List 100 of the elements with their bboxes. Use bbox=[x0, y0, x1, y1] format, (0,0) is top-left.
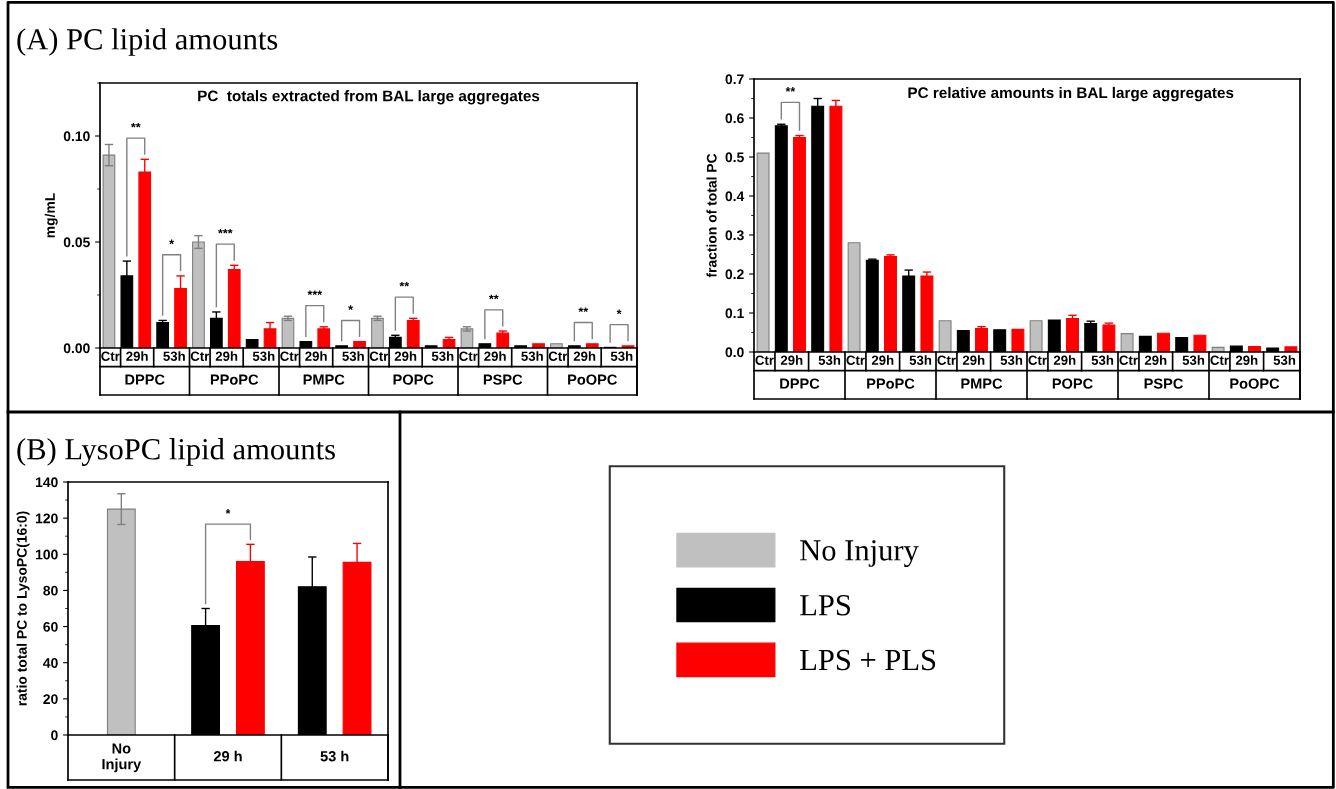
bar bbox=[1120, 333, 1134, 352]
annotation: ** bbox=[130, 122, 141, 128]
text: 53h bbox=[521, 351, 543, 361]
annotation: ** bbox=[578, 307, 589, 313]
text: 29h bbox=[394, 351, 417, 361]
text: 53h bbox=[342, 351, 364, 361]
y-axis-title: ratio total PC to LysoPC(16:0) bbox=[16, 511, 30, 706]
text: Ctr bbox=[1028, 355, 1047, 365]
annotation: * bbox=[169, 239, 175, 245]
x-tick-label: PSPC bbox=[483, 374, 523, 385]
bar bbox=[1157, 332, 1170, 352]
annotation: * bbox=[225, 509, 231, 514]
annotation: *** bbox=[307, 290, 323, 296]
y-axis-title: mg/mL bbox=[44, 193, 58, 238]
legend-label: LPS + PLS bbox=[800, 649, 936, 671]
text: Ctr bbox=[846, 355, 865, 365]
x-tick-label: PPoPC bbox=[867, 378, 915, 389]
y-tick-label: 140 bbox=[35, 477, 58, 488]
x-tick-label: DPPC bbox=[125, 374, 165, 385]
y-tick-label: 0.2 bbox=[725, 269, 744, 280]
legend-label: LPS bbox=[800, 595, 850, 616]
y-tick-label: 0 bbox=[51, 730, 58, 741]
text: 53h bbox=[818, 355, 841, 365]
chart-subtitle: (A) PC lipid amounts bbox=[17, 28, 278, 56]
annotation: ** bbox=[785, 87, 796, 92]
y-tick-label: 20 bbox=[43, 694, 58, 705]
text: 53h bbox=[1000, 355, 1023, 365]
text: 29h bbox=[126, 351, 148, 361]
y-tick-label: 0.5 bbox=[725, 152, 744, 163]
text: 53h bbox=[909, 355, 932, 365]
bar bbox=[353, 341, 366, 348]
x-tick-label: PMPC bbox=[961, 378, 1003, 389]
bar bbox=[317, 328, 331, 348]
x-tick-label: DPPC bbox=[780, 378, 820, 389]
text: 29h bbox=[1053, 355, 1076, 365]
bar bbox=[847, 242, 861, 352]
text: 53h bbox=[431, 351, 454, 361]
y-tick-label: 40 bbox=[43, 658, 58, 668]
y-tick-label: 0.7 bbox=[725, 74, 744, 85]
y-tick-label: 0.3 bbox=[725, 230, 744, 241]
bar bbox=[793, 136, 806, 352]
text: 53h bbox=[1273, 355, 1296, 365]
bar bbox=[371, 317, 384, 348]
y-tick-label: 0.05 bbox=[63, 237, 90, 248]
chart-title: (B) LysoPC lipid amounts bbox=[17, 438, 335, 466]
bar bbox=[496, 332, 510, 348]
text: 29h bbox=[780, 355, 803, 365]
x-tick-label: 29 h bbox=[213, 750, 242, 762]
text: 29h bbox=[484, 351, 506, 361]
text: Ctr bbox=[937, 355, 956, 365]
bar bbox=[1011, 328, 1025, 352]
text: 29h bbox=[573, 351, 596, 361]
y-tick-label: 80 bbox=[43, 585, 58, 596]
text: Ctr bbox=[755, 355, 774, 365]
text: Ctr bbox=[101, 351, 120, 361]
annotation: ** bbox=[488, 294, 499, 300]
text: Ctr bbox=[280, 351, 299, 361]
text: 53h bbox=[163, 351, 185, 361]
text: 29h bbox=[1144, 355, 1167, 365]
bar bbox=[1102, 324, 1116, 352]
annotation: * bbox=[616, 309, 622, 315]
bar bbox=[1066, 317, 1079, 352]
y-tick-label: 60 bbox=[43, 621, 58, 632]
annotation: * bbox=[348, 305, 354, 310]
text: Ctr bbox=[190, 351, 210, 361]
text: 29h bbox=[305, 351, 327, 361]
bar bbox=[227, 269, 241, 348]
text: 53h bbox=[610, 351, 633, 361]
x-tick-label: PMPC bbox=[303, 374, 345, 385]
y-tick-label: 0.10 bbox=[63, 131, 90, 142]
bar bbox=[406, 319, 420, 348]
x-tick-label: PoOPC bbox=[1230, 378, 1280, 389]
y-tick-label: 100 bbox=[35, 549, 58, 560]
x-tick-label: PoOPC bbox=[568, 374, 617, 385]
text: Ctr bbox=[548, 351, 568, 361]
bar bbox=[1029, 320, 1043, 352]
annotation: *** bbox=[218, 228, 233, 234]
text: Ctr bbox=[459, 351, 478, 361]
bar bbox=[884, 255, 897, 352]
bar bbox=[938, 320, 952, 352]
text: 29h bbox=[871, 355, 894, 365]
text: Ctr bbox=[1119, 355, 1138, 365]
text: Ctr bbox=[1210, 355, 1229, 365]
x-tick-label: 53 h bbox=[320, 750, 349, 762]
bar bbox=[975, 328, 988, 352]
text: Ctr bbox=[369, 351, 389, 361]
text: 53h bbox=[1091, 355, 1114, 365]
bar bbox=[756, 152, 770, 352]
bar bbox=[460, 328, 474, 348]
x-tick-label: POPC bbox=[393, 374, 434, 385]
text: 29h bbox=[962, 355, 985, 365]
y-tick-label: 0.6 bbox=[725, 113, 744, 124]
x-tick-label: PSPC bbox=[1144, 378, 1183, 389]
y-tick-label: 120 bbox=[35, 513, 58, 524]
x-tick-label: POPC bbox=[1052, 378, 1093, 389]
y-tick-label: 0.1 bbox=[725, 308, 744, 319]
y-tick-label: 0.00 bbox=[63, 343, 90, 354]
text: 29h bbox=[1235, 355, 1258, 365]
text: 29h bbox=[215, 351, 238, 361]
bar bbox=[281, 317, 295, 348]
